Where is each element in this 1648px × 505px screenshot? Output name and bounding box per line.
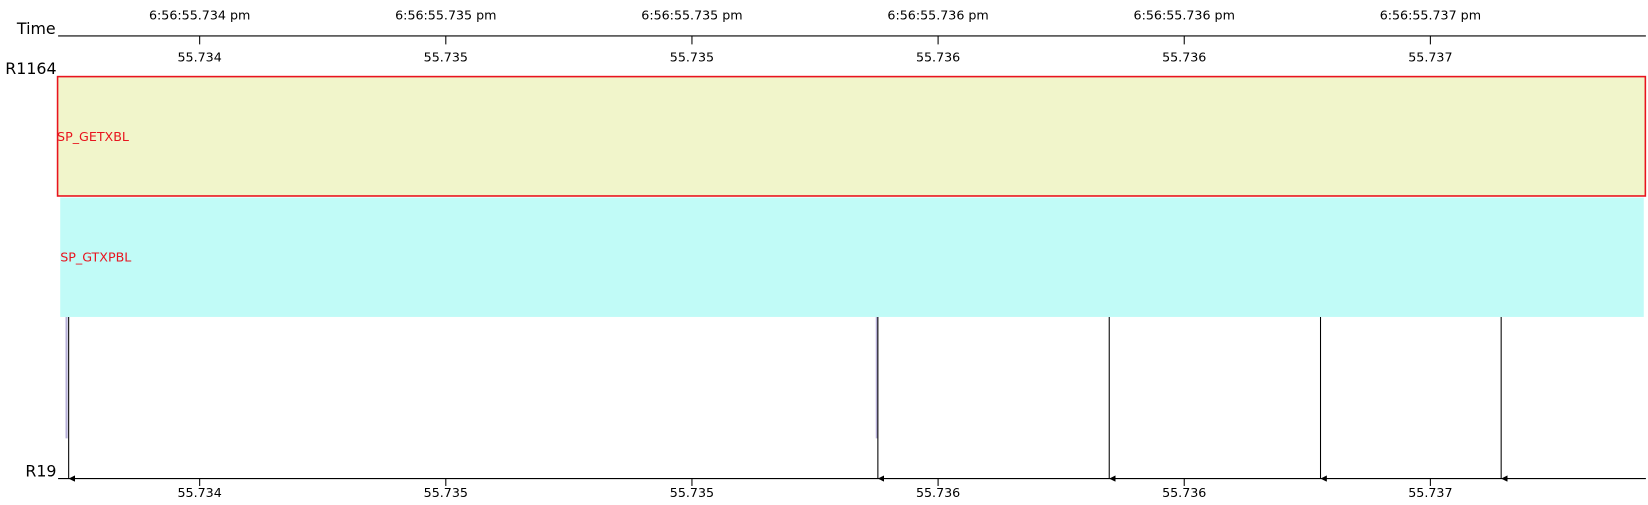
seconds-label: 55.736	[916, 50, 960, 65]
time-label: 6:56:55.734 pm	[149, 7, 250, 22]
block-label: SP_GETXBL	[57, 129, 129, 144]
seconds-label: 55.737	[1408, 50, 1452, 65]
lane-label: R19	[25, 462, 56, 481]
seconds-label: 55.737	[1408, 485, 1452, 500]
seconds-label: 55.736	[916, 485, 960, 500]
seconds-label: 55.735	[670, 485, 714, 500]
seconds-label: 55.735	[424, 485, 468, 500]
block[interactable]	[60, 197, 1644, 317]
seconds-label: 55.735	[670, 50, 714, 65]
seconds-label: 55.736	[1162, 50, 1206, 65]
lane-label: R1164	[5, 59, 56, 78]
time-label: 6:56:55.736 pm	[1134, 7, 1235, 22]
seconds-label: 55.734	[178, 50, 222, 65]
time-label: 6:56:55.735 pm	[395, 7, 496, 22]
seconds-label: 55.735	[424, 50, 468, 65]
time-label: 6:56:55.735 pm	[641, 7, 742, 22]
time-label: 6:56:55.736 pm	[887, 7, 988, 22]
time-label: 6:56:55.737 pm	[1380, 7, 1481, 22]
seconds-label: 55.736	[1162, 485, 1206, 500]
seconds-label: 55.734	[178, 485, 222, 500]
block[interactable]	[56, 75, 1647, 197]
axis-label: Time	[16, 19, 56, 38]
block-label: SP_GTXPBL	[60, 249, 131, 264]
